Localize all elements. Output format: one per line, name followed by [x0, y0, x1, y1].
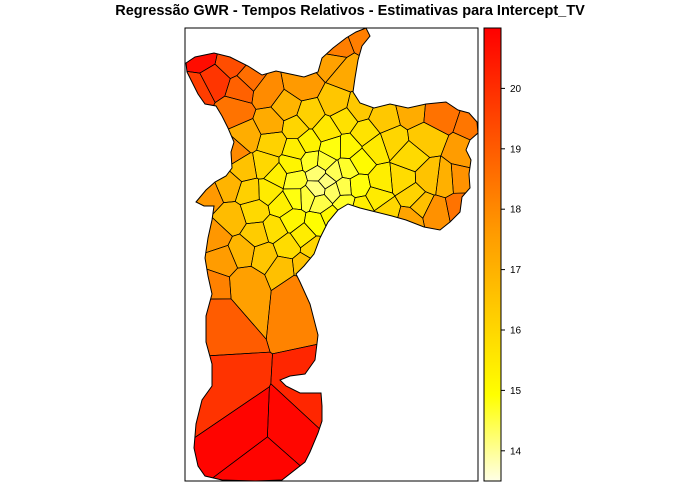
district-area	[394, 182, 426, 208]
district-area	[268, 190, 293, 218]
district-area	[251, 242, 278, 275]
district-area	[368, 162, 393, 194]
district-area	[256, 131, 287, 157]
district-area	[312, 114, 342, 142]
district-border	[270, 88, 303, 122]
district-area	[225, 118, 261, 153]
district-area	[224, 75, 254, 104]
district-area	[282, 188, 302, 210]
district-border	[329, 107, 359, 135]
district-area	[380, 125, 409, 161]
district-border	[323, 181, 341, 205]
legend-tick-label: 17	[510, 265, 522, 276]
legend-ticks: 14 15 16 17 18 19 20	[501, 84, 522, 457]
district-area	[350, 118, 381, 147]
legend-tick-label: 14	[510, 446, 522, 457]
district-area	[452, 36, 478, 147]
legend-tick-label: 19	[510, 144, 522, 155]
district-area	[186, 245, 238, 277]
district-area	[340, 133, 363, 159]
legend-tick-label: 15	[510, 386, 522, 397]
legend-tick-label: 18	[510, 205, 522, 216]
district-area	[283, 170, 308, 189]
district-area	[278, 154, 303, 174]
district-border	[318, 135, 341, 161]
district-border	[281, 138, 307, 160]
district-area	[229, 266, 272, 340]
map-frame	[184, 27, 479, 482]
district-area	[258, 178, 284, 206]
district-area	[407, 122, 449, 158]
district-area	[276, 28, 355, 58]
city-outline	[185, 27, 479, 482]
district-area	[318, 173, 337, 189]
legend-tick-label: 16	[510, 326, 522, 337]
district-border	[227, 233, 256, 269]
district-area	[296, 97, 326, 129]
color-legend: 14 15 16 17 18 19 20	[483, 27, 522, 482]
district-border	[263, 161, 288, 190]
district-area	[186, 386, 270, 481]
district-border	[389, 140, 431, 173]
map-title: Regressão GWR - Tempos Relativos - Estim…	[115, 3, 585, 19]
district-area	[451, 163, 478, 194]
district-area	[199, 64, 231, 103]
district-area	[423, 28, 478, 136]
district-area	[263, 162, 287, 189]
district-area	[389, 140, 430, 172]
district-area	[239, 221, 269, 247]
district-area	[336, 177, 352, 196]
district-area	[240, 199, 270, 224]
district-area	[266, 275, 399, 354]
district-area	[330, 107, 358, 135]
district-area	[319, 135, 341, 160]
district-area	[305, 165, 326, 181]
district-area	[282, 115, 310, 139]
district-border	[186, 386, 270, 481]
legend-colorbar	[483, 27, 502, 482]
district-area	[270, 326, 478, 481]
district-area	[252, 150, 279, 180]
district-area	[320, 205, 360, 253]
district-area	[445, 192, 478, 373]
district-area	[279, 208, 306, 234]
district-border	[186, 298, 271, 358]
district-area	[317, 82, 351, 117]
district-fills	[186, 28, 478, 481]
district-area	[235, 178, 260, 205]
district-border	[258, 178, 284, 207]
district-area	[281, 138, 306, 160]
district-border	[435, 155, 454, 199]
district-area	[337, 158, 359, 179]
district-area	[210, 201, 247, 237]
district-area	[365, 186, 395, 211]
district-area	[350, 173, 371, 198]
district-area	[297, 128, 322, 153]
district-area	[435, 155, 454, 198]
district-area	[349, 148, 377, 175]
district-area	[273, 232, 301, 259]
district-border	[300, 184, 316, 213]
district-area	[389, 162, 416, 196]
district-area	[317, 150, 337, 171]
district-area	[305, 180, 326, 197]
district-area	[228, 234, 255, 269]
legend-tick-label: 20	[510, 84, 522, 95]
district-border	[409, 191, 435, 219]
district-area	[324, 182, 341, 204]
district-area	[251, 58, 285, 110]
district-border	[199, 63, 231, 104]
city-map	[185, 27, 479, 482]
district-border	[349, 147, 378, 176]
district-area	[410, 191, 435, 219]
district-area	[252, 107, 284, 135]
district-area	[300, 235, 384, 302]
